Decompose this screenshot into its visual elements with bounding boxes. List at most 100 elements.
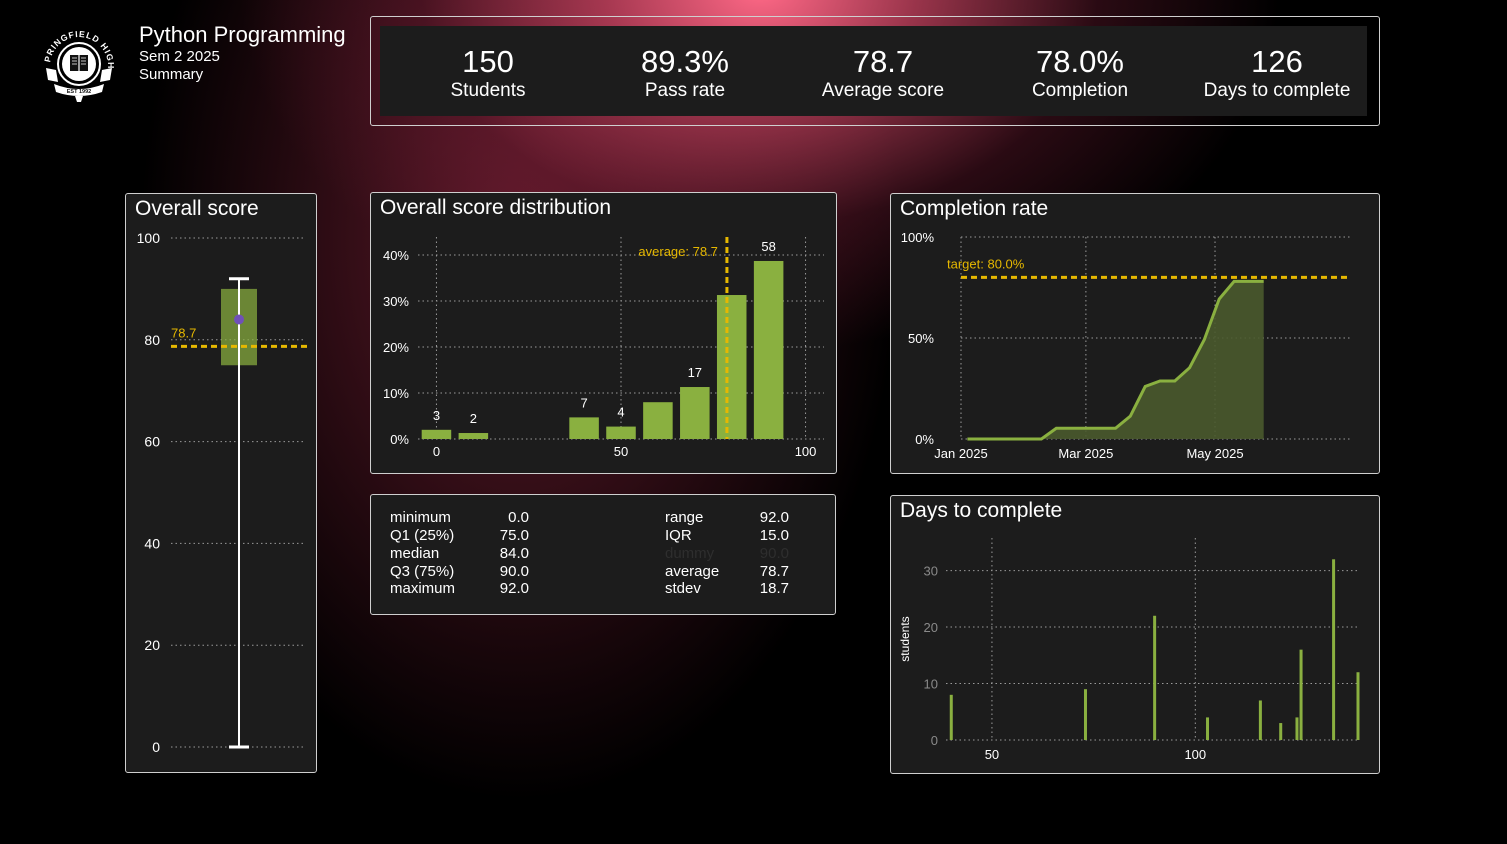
distribution-chart: 0% 10% 20% 30% 40% 0 50 100 3 2 7 4 17 58 average: 78.… — [383, 237, 824, 459]
days-to-complete-chart: 0 10 20 30 50 100 students — [898, 538, 1360, 762]
stat-label: dummy — [665, 545, 715, 562]
kpi-value: 126 — [1251, 44, 1303, 79]
days-bar — [1299, 649, 1303, 740]
histogram-bar — [716, 295, 747, 439]
stat-value: 84.0 — [499, 545, 529, 562]
y-axis-label: students — [898, 616, 912, 661]
y-tick-label: 50% — [908, 331, 934, 346]
panel-title: Overall score — [135, 197, 259, 220]
histogram-bar — [421, 429, 452, 439]
stat-value: 92.0 — [499, 580, 529, 597]
y-tick-label: 100 — [137, 230, 161, 246]
kpi-pass-rate: 89.3% Pass rate — [585, 44, 785, 102]
bar-label: 4 — [617, 405, 624, 420]
panel-title: Completion rate — [900, 197, 1049, 220]
histogram-bar — [643, 402, 673, 439]
kpi-days-to-complete: 126 Days to complete — [1177, 44, 1377, 102]
y-tick-label: 10 — [924, 677, 938, 692]
logo-est: EST 1992 — [67, 89, 91, 95]
y-tick-label: 10% — [383, 386, 409, 401]
bar-label: 7 — [580, 395, 587, 410]
stat-value: 75.0 — [499, 527, 529, 544]
y-tick-label: 80 — [144, 332, 160, 348]
kpi-inner: 150 Students 89.3% Pass rate 78.7 Averag… — [380, 26, 1367, 116]
kpi-bar: 150 Students 89.3% Pass rate 78.7 Averag… — [370, 16, 1380, 126]
stats-panel: minimum 0.0 Q1 (25%) 75.0 median 84.0 Q3… — [370, 494, 836, 615]
x-tick-label: 100 — [795, 444, 817, 459]
x-tick-label: May 2025 — [1186, 446, 1243, 461]
completion-line — [967, 279, 1264, 441]
days-bar — [1295, 717, 1299, 740]
days-bar — [1332, 559, 1336, 740]
stat-value: 78.7 — [759, 563, 789, 580]
bar-label: 2 — [470, 411, 477, 426]
kpi-average-score: 78.7 Average score — [783, 44, 983, 102]
stat-label: Q3 (75%) — [390, 563, 455, 580]
panel-title: Overall score distribution — [380, 196, 612, 219]
x-tick-label: 50 — [985, 747, 999, 762]
bar-label: 17 — [688, 365, 702, 380]
semester-label: Sem 2 2025 — [139, 48, 220, 65]
distribution-panel: Overall score distribution 0% 10% 20% 30% 40… — [370, 192, 837, 474]
y-tick-label: 0 — [152, 739, 160, 755]
y-tick-label: 20% — [383, 340, 409, 355]
x-tick-label: Mar 2025 — [1058, 446, 1113, 461]
days-bar — [949, 694, 953, 740]
kpi-label: Students — [450, 80, 526, 101]
overall-score-chart: 0 20 40 60 80 100 78.7 — [137, 230, 308, 755]
average-label: average: 78.7 — [638, 244, 718, 259]
kpi-label: Average score — [821, 80, 945, 101]
median-dot — [234, 314, 244, 325]
page-subtitle: Summary — [139, 66, 204, 83]
bar-label: 3 — [433, 408, 440, 423]
histogram-bar — [569, 417, 599, 439]
completion-rate-chart: 0% 50% 100% Jan 2025 Mar 2025 May 2025 target:… — [901, 230, 1351, 461]
kpi-value: 150 — [462, 44, 514, 79]
stat-label: average — [665, 563, 720, 580]
completion-area — [967, 281, 1264, 439]
days-bar — [1153, 615, 1157, 740]
histogram-bar — [753, 260, 784, 439]
histogram-bar — [680, 387, 710, 439]
kpi-completion: 78.0% Completion — [980, 44, 1180, 102]
days-to-complete-panel: Days to complete 0 10 20 30 50 100 students — [890, 495, 1380, 774]
x-tick-label: 100 — [1184, 747, 1206, 762]
days-bar — [1258, 700, 1262, 740]
stat-value: 18.7 — [759, 580, 789, 597]
stat-label: median — [390, 545, 440, 562]
target-label: target: 80.0% — [947, 256, 1025, 271]
kpi-students: 150 Students — [388, 44, 588, 102]
panel-title: Days to complete — [900, 499, 1063, 522]
y-tick-label: 20 — [144, 637, 160, 653]
stat-label: IQR — [665, 527, 692, 544]
kpi-label: Completion — [1031, 80, 1129, 101]
overall-score-panel: Overall score 0 20 40 60 80 100 78.7 — [125, 193, 317, 773]
kpi-value: 78.7 — [852, 44, 914, 79]
kpi-value: 78.0% — [1036, 44, 1124, 79]
kpi-label: Pass rate — [644, 80, 726, 101]
days-bar — [1206, 717, 1210, 740]
y-tick-label: 30% — [383, 294, 409, 309]
stat-value: 0.0 — [508, 509, 529, 526]
y-tick-label: 0% — [390, 432, 409, 447]
y-tick-label: 40% — [383, 248, 409, 263]
y-tick-label: 60 — [144, 434, 160, 450]
course-title: Python Programming — [139, 22, 346, 47]
stat-value: 90.0 — [499, 563, 529, 580]
bar-label: 58 — [761, 239, 775, 254]
stat-label: minimum — [390, 509, 451, 526]
school-logo: SPRINGFIELD HIGH EST 1992 — [36, 22, 115, 102]
days-bar — [1279, 723, 1283, 740]
histogram-bar — [458, 433, 489, 439]
days-bar — [1083, 689, 1087, 740]
y-tick-label: 100% — [901, 230, 935, 245]
stat-value: 15.0 — [759, 527, 789, 544]
stat-value: 90.0 — [759, 545, 789, 562]
stat-value: 92.0 — [759, 509, 789, 526]
stat-label: Q1 (25%) — [390, 527, 455, 544]
average-label: 78.7 — [171, 325, 196, 340]
y-tick-label: 0% — [915, 432, 934, 447]
x-tick-label: 0 — [433, 444, 440, 459]
x-tick-label: 50 — [614, 444, 628, 459]
kpi-value: 89.3% — [641, 44, 729, 79]
